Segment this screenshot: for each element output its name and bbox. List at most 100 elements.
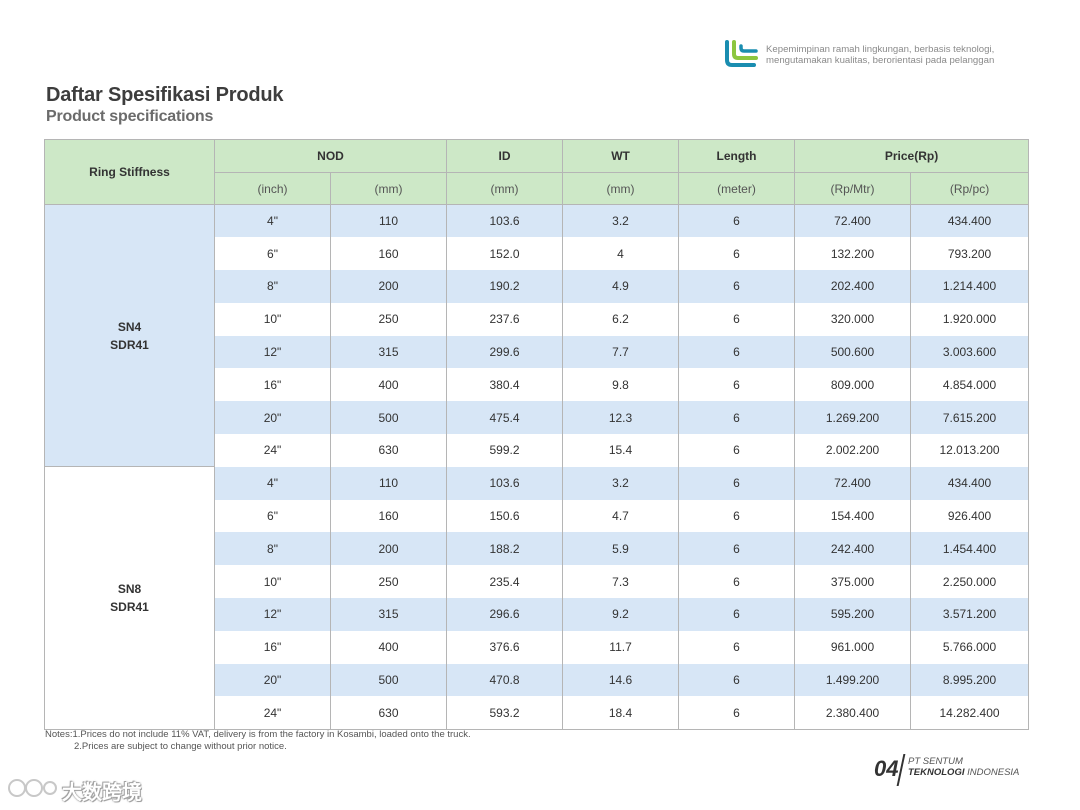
table-row: SN4 SDR41 4" 110 103.6 3.2 6 72.400 434.400 <box>44 203 1030 468</box>
cell-id: 152.0 <box>446 237 564 271</box>
unit-id: (mm) <box>446 172 564 205</box>
header-price: Price(Rp) <box>794 139 1030 173</box>
cell-nod-mm: 315 <box>329 335 448 369</box>
cell-length: 6 <box>678 302 796 336</box>
table-row: 8" 200 190.2 4.9 6 202.400 1.214.400 <box>45 270 1030 303</box>
spec-table-body: SN4 SDR41 4" 110 103.6 3.2 6 72.400 434.400 6" 160… <box>44 203 1030 730</box>
cell-nod-inch: 10" <box>214 565 331 599</box>
cell-price-pc: 3.571.200 <box>910 598 1030 631</box>
unit-length: (meter) <box>678 172 796 205</box>
cell-price-pc: 434.400 <box>910 466 1030 500</box>
cell-length: 6 <box>678 663 796 697</box>
cell-nod-mm: 500 <box>329 401 448 435</box>
cell-price-pc: 926.400 <box>910 499 1030 533</box>
cell-wt: 4 <box>562 237 680 271</box>
cell-length: 6 <box>678 401 796 435</box>
unit-price-pc: (Rp/pc) <box>910 172 1030 205</box>
cell-nod-inch: 4" <box>214 466 331 500</box>
header-wt: WT <box>562 139 680 173</box>
cell-price-pc: 1.214.400 <box>910 270 1030 303</box>
unit-nod-inch: (inch) <box>214 172 331 205</box>
table-row: 6" 160 150.6 4.7 6 154.400 926.400 <box>45 499 1030 533</box>
cell-id: 593.2 <box>446 696 564 730</box>
cell-wt: 14.6 <box>562 663 680 697</box>
table-row: 20" 500 475.4 12.3 6 1.269.200 7.615.200 <box>45 401 1030 435</box>
cell-wt: 6.2 <box>562 302 680 336</box>
chat-bubble-icon <box>8 779 57 797</box>
ring-stiffness-cell: SN4 SDR41 <box>44 203 215 468</box>
table-row: 24" 630 593.2 18.4 6 2.380.400 14.282.400 <box>45 696 1030 730</box>
cell-nod-inch: 6" <box>214 237 331 271</box>
cell-id: 376.6 <box>446 630 564 664</box>
table-row: 16" 400 376.6 11.7 6 961.000 5.766.000 <box>45 630 1030 664</box>
cell-nod-inch: 24" <box>214 696 331 730</box>
cell-wt: 15.4 <box>562 434 680 467</box>
product-spec-table: Ring Stiffness NOD ID WT Length Price(Rp… <box>44 139 1030 730</box>
cell-nod-mm: 630 <box>329 434 448 467</box>
table-row: 16" 400 380.4 9.8 6 809.000 4.854.000 <box>45 368 1030 402</box>
cell-nod-inch: 16" <box>214 630 331 664</box>
cell-nod-inch: 8" <box>214 270 331 303</box>
cell-price-pc: 5.766.000 <box>910 630 1030 664</box>
cell-nod-mm: 500 <box>329 663 448 697</box>
notes: Notes:1.Prices do not include 11% VAT, d… <box>45 729 471 753</box>
cell-id: 599.2 <box>446 434 564 467</box>
cell-price-mtr: 154.400 <box>794 499 912 533</box>
cell-nod-mm: 400 <box>329 630 448 664</box>
cell-wt: 4.9 <box>562 270 680 303</box>
cell-wt: 5.9 <box>562 532 680 566</box>
page-footer: 04 PT SENTUM TEKNOLOGI INDONESIA <box>872 754 1042 786</box>
cell-price-pc: 1.454.400 <box>910 532 1030 566</box>
cell-price-pc: 4.854.000 <box>910 368 1030 402</box>
units-row: (inch) (mm) (mm) (mm) (meter) (Rp/Mtr) (… <box>45 172 1030 205</box>
cell-nod-inch: 12" <box>214 598 331 631</box>
ring-stiffness-cell: SN8 SDR41 <box>44 466 215 730</box>
cell-wt: 9.8 <box>562 368 680 402</box>
header-ring-stiffness: Ring Stiffness <box>44 139 215 205</box>
cell-price-mtr: 72.400 <box>794 204 912 238</box>
brand-tagline: Kepemimpinan ramah lingkungan, berbasis … <box>766 44 994 66</box>
company-line-2: TEKNOLOGI <box>908 767 965 778</box>
cell-id: 150.6 <box>446 499 564 533</box>
cell-id: 190.2 <box>446 270 564 303</box>
cell-price-mtr: 595.200 <box>794 598 912 631</box>
cell-id: 188.2 <box>446 532 564 566</box>
cell-nod-mm: 630 <box>329 696 448 730</box>
cell-nod-inch: 10" <box>214 302 331 336</box>
cell-length: 6 <box>678 466 796 500</box>
table-row: 12" 315 299.6 7.7 6 500.600 3.003.600 <box>45 335 1030 369</box>
page-title: Daftar Spesifikasi Produk <box>46 84 284 106</box>
company-line-3: INDONESIA <box>967 767 1020 778</box>
cell-price-mtr: 72.400 <box>794 466 912 500</box>
table-row: SN8 SDR41 4" 110 103.6 3.2 6 72.400 434.400 <box>44 466 1030 730</box>
cell-id: 475.4 <box>446 401 564 435</box>
unit-price-mtr: (Rp/Mtr) <box>794 172 912 205</box>
company-name: PT SENTUM TEKNOLOGI INDONESIA <box>908 756 1019 778</box>
page-number: 04 <box>874 756 899 781</box>
cell-nod-mm: 160 <box>329 237 448 271</box>
cell-nod-inch: 24" <box>214 434 331 467</box>
cell-nod-inch: 16" <box>214 368 331 402</box>
cell-price-mtr: 242.400 <box>794 532 912 566</box>
cell-price-mtr: 2.002.200 <box>794 434 912 467</box>
cell-nod-mm: 110 <box>329 204 448 238</box>
cell-length: 6 <box>678 499 796 533</box>
watermark-text: 大数跨境 <box>62 782 142 804</box>
cell-nod-inch: 20" <box>214 663 331 697</box>
cell-price-pc: 14.282.400 <box>910 696 1030 730</box>
cell-length: 6 <box>678 696 796 730</box>
cell-price-mtr: 961.000 <box>794 630 912 664</box>
cell-price-pc: 2.250.000 <box>910 565 1030 599</box>
cell-nod-inch: 4" <box>214 204 331 238</box>
cell-price-mtr: 202.400 <box>794 270 912 303</box>
header-nod: NOD <box>213 139 448 173</box>
cell-nod-inch: 6" <box>214 499 331 533</box>
cell-price-mtr: 2.380.400 <box>794 696 912 730</box>
cell-wt: 12.3 <box>562 401 680 435</box>
cell-price-mtr: 1.499.200 <box>794 663 912 697</box>
cell-price-mtr: 809.000 <box>794 368 912 402</box>
cell-wt: 7.7 <box>562 335 680 369</box>
cell-nod-mm: 160 <box>329 499 448 533</box>
cell-id: 103.6 <box>446 466 564 500</box>
cell-nod-mm: 110 <box>329 466 448 500</box>
